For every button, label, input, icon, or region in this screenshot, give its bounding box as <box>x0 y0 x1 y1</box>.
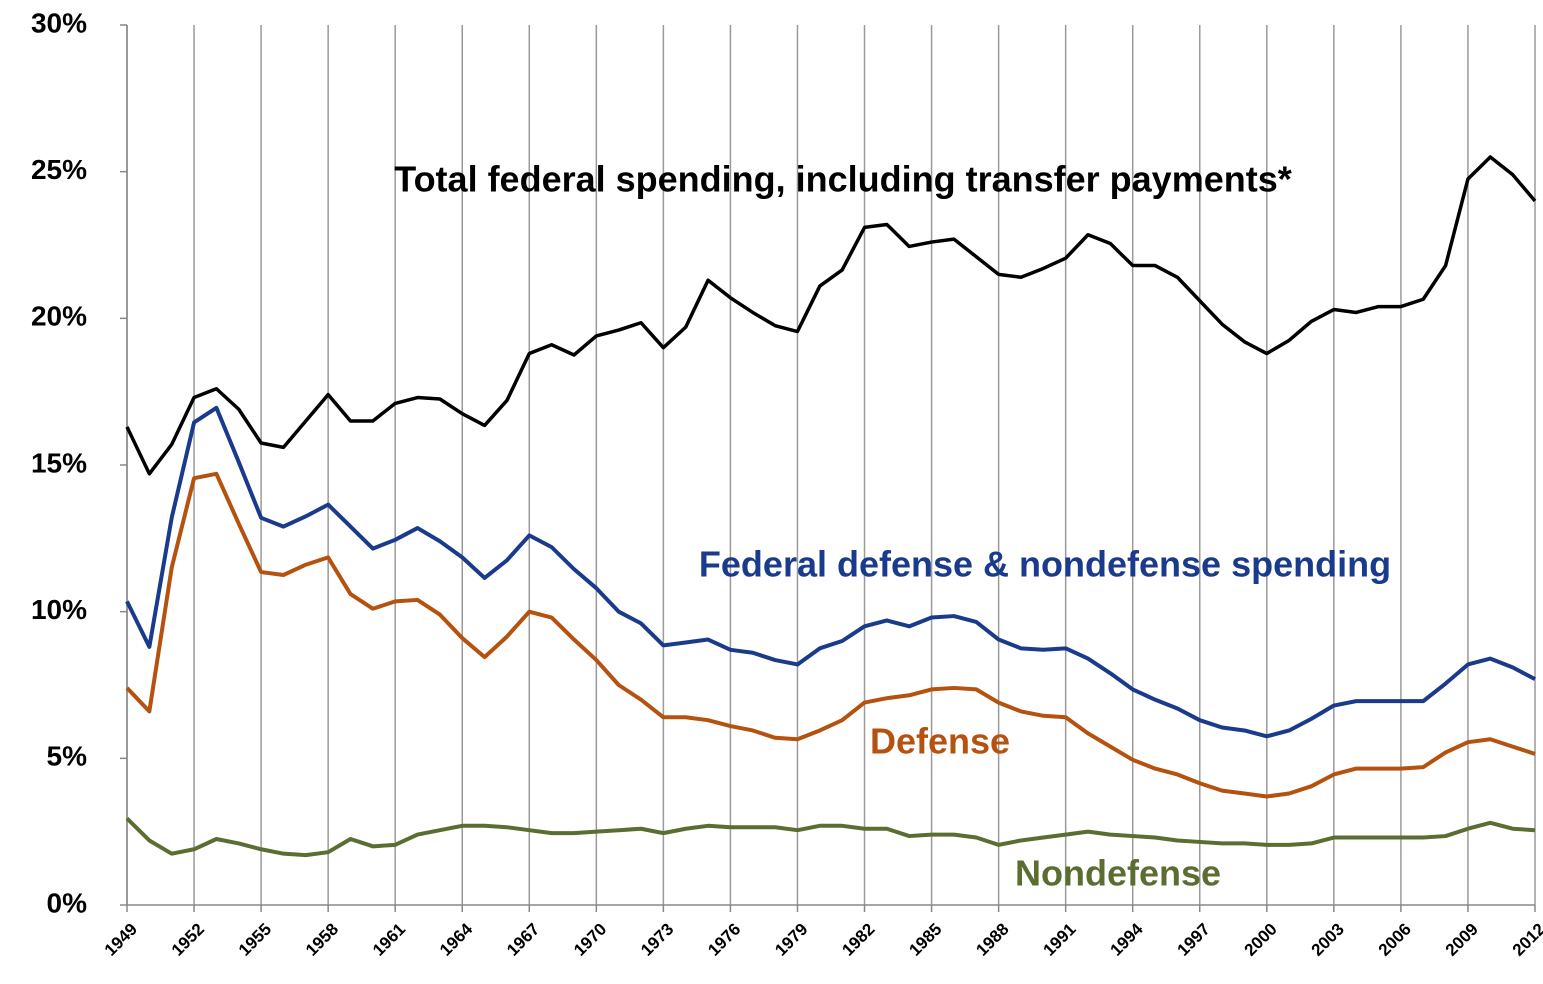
x-tick-label: 1982 <box>838 920 878 960</box>
y-tick-label: 5% <box>47 741 88 772</box>
x-tick-label: 1955 <box>235 920 275 960</box>
series-label: Nondefense <box>1015 853 1221 894</box>
x-tick-label: 2000 <box>1241 920 1281 960</box>
x-tick-label: 1976 <box>704 920 744 960</box>
x-tick-label: 1952 <box>168 920 208 960</box>
series-label: Total federal spending, including transf… <box>394 159 1292 200</box>
y-tick-label: 15% <box>31 447 87 478</box>
x-tick-label: 1994 <box>1107 919 1148 960</box>
x-tick-label: 1967 <box>503 920 543 960</box>
series-line <box>125 405 1536 739</box>
x-tick-label: 2009 <box>1442 920 1482 960</box>
x-tick-label: 1991 <box>1039 920 1079 960</box>
x-tick-label: 1949 <box>101 920 141 960</box>
y-tick-label: 25% <box>31 154 87 185</box>
x-tick-label: 2006 <box>1375 920 1415 960</box>
x-tick-label: 1961 <box>369 920 409 960</box>
x-tick-label: 1964 <box>436 919 477 960</box>
y-tick-label: 30% <box>31 7 87 38</box>
x-tick-label: 1970 <box>570 920 610 960</box>
series-line <box>125 155 1537 476</box>
x-tick-label: 1973 <box>637 920 677 960</box>
series-label: Defense <box>870 721 1010 762</box>
series-line <box>125 817 1536 858</box>
y-tick-label: 0% <box>47 887 88 918</box>
x-tick-label: 1985 <box>905 920 945 960</box>
x-tick-label: 2012 <box>1509 920 1543 960</box>
series-label: Federal defense & nondefense spending <box>699 544 1391 585</box>
x-tick-label: 2003 <box>1308 920 1348 960</box>
x-tick-label: 1997 <box>1174 920 1214 960</box>
x-tick-label: 1958 <box>302 920 342 960</box>
series-line <box>125 471 1536 799</box>
y-tick-label: 10% <box>31 594 87 625</box>
y-tick-label: 20% <box>31 301 87 332</box>
x-tick-label: 1988 <box>972 920 1012 960</box>
x-tick-label: 1979 <box>771 920 811 960</box>
